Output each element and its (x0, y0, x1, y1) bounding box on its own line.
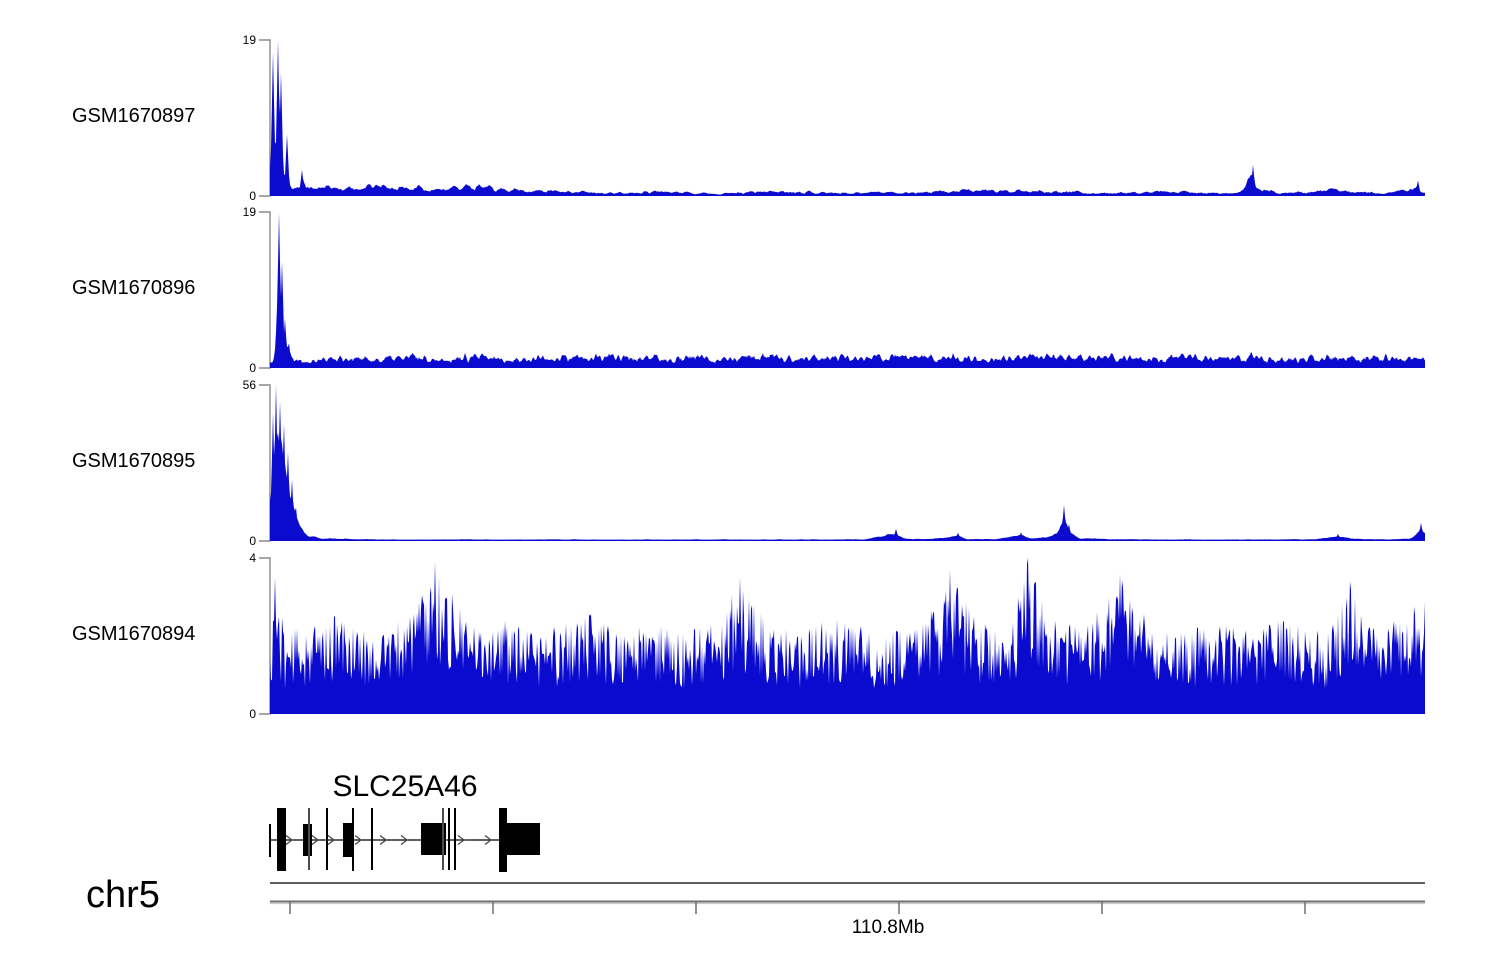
gene-name-label: SLC25A46 (332, 770, 478, 803)
track-label-3: GSM1670895 (72, 450, 196, 472)
axis-position-label: 110.8Mb (851, 917, 925, 938)
track-2-ymax-label: 19 (242, 205, 256, 219)
track-3-ymin-label: 0 (249, 534, 256, 548)
track-2-ymin-label: 0 (249, 361, 256, 375)
track-label-1: GSM1670897 (72, 105, 196, 127)
track-label-2: GSM1670896 (72, 277, 196, 299)
track-label-4: GSM1670894 (72, 623, 196, 645)
track-4-ymin-label: 0 (249, 707, 256, 721)
track-4-ymax-label: 4 (249, 551, 256, 565)
chromosome-label: chr5 (86, 874, 160, 916)
track-1-ymax-label: 19 (242, 33, 256, 47)
track-1-ymin-label: 0 (249, 189, 256, 203)
track-3-ymax-label: 56 (242, 378, 256, 392)
